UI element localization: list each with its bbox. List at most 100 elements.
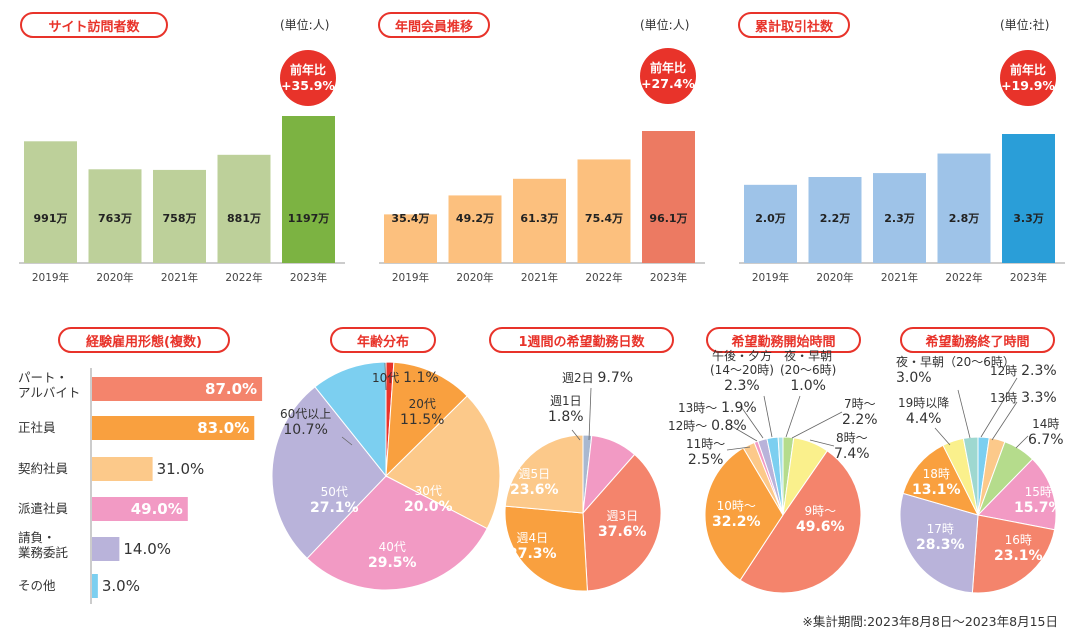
leader-line — [934, 427, 951, 446]
pie-label: 週1日 1.8% — [548, 394, 584, 425]
leader-line — [1015, 435, 1029, 449]
category-label: 13時～ — [678, 401, 718, 415]
category-label: 12時 — [990, 364, 1018, 378]
bar — [92, 377, 263, 401]
bar — [92, 416, 255, 440]
x-tick-label: 2021年 — [161, 271, 198, 284]
percent-label: 4.4% — [905, 410, 942, 427]
pie-label: 週3日 37.6% — [598, 509, 647, 540]
pie-slice — [385, 395, 501, 530]
percent-label: 2.3% — [724, 377, 760, 394]
pie-slice — [704, 447, 784, 581]
leader-line — [763, 395, 773, 438]
pie-label: 11時～ 2.5% — [686, 437, 725, 468]
x-tick-label: 2021年 — [521, 271, 558, 284]
pie-slice — [962, 436, 979, 516]
percent-label: 37.6% — [598, 523, 647, 540]
pie-label: 週4日 27.3% — [508, 531, 557, 562]
bar-value-label: 35.4万 — [391, 212, 429, 225]
leader-line — [791, 411, 843, 439]
category-label: 午後・夕方 (14～20時) — [710, 349, 774, 377]
bar-value-label: 14.0% — [123, 540, 171, 558]
bar-value-label: 2.8万 — [949, 212, 980, 225]
chart-title: 1週間の希望勤務日数 — [489, 327, 674, 353]
pie-slice — [504, 505, 588, 592]
bar-value-label: 3.0% — [102, 577, 140, 595]
bar — [92, 537, 120, 561]
leader-line — [341, 436, 353, 446]
x-tick-label: 2023年 — [1010, 271, 1047, 284]
chart-title: 年齢分布 — [330, 327, 436, 353]
bar — [744, 184, 797, 263]
bar-value-label: 991万 — [34, 212, 68, 225]
bar — [384, 214, 437, 263]
leader-line — [785, 395, 801, 438]
unit-label: (単位:人) — [640, 18, 690, 32]
chart-title: 希望勤務終了時間 — [900, 327, 1055, 353]
bar-value-label: 2.2万 — [820, 212, 851, 225]
pie-slice — [971, 514, 1056, 594]
category-label: 60代以上 — [280, 407, 332, 421]
x-tick-label: 2020年 — [816, 271, 853, 284]
bar-value-label: 75.4万 — [585, 212, 623, 225]
pie-label: 15時 15.7% — [1014, 485, 1063, 516]
x-tick-label: 2022年 — [225, 271, 262, 284]
bar — [642, 131, 695, 263]
chart-title: 年間会員推移 — [378, 12, 490, 38]
bar-value-label: 83.0% — [197, 419, 249, 437]
percent-label: 0.8% — [711, 418, 747, 434]
category-label: 週4日 — [516, 531, 549, 545]
bar-value-label: 96.1万 — [649, 212, 687, 225]
percent-label: 32.2% — [712, 513, 761, 530]
unit-label: (単位:人) — [280, 18, 330, 32]
pie-label: 60代以上 10.7% — [280, 407, 332, 438]
leader-line — [726, 446, 751, 451]
category-label: パート・ アルバイト — [18, 370, 81, 400]
category-label: 12時～ — [668, 419, 708, 433]
bar-value-label: 31.0% — [157, 460, 205, 478]
pie-label: 30代 20.0% — [404, 484, 453, 515]
category-label: 19時以降 — [898, 396, 950, 410]
percent-label: 28.3% — [916, 536, 965, 553]
pie-slice — [777, 436, 784, 516]
percent-label: 29.5% — [368, 554, 417, 571]
category-label: 50代 — [320, 485, 348, 499]
badge-text: 前年比 — [1009, 62, 1046, 77]
leader-line — [957, 389, 971, 439]
bar-value-label: 49.0% — [131, 500, 183, 518]
pie-slice — [582, 453, 662, 592]
bar — [153, 169, 206, 263]
category-label: 8時～ — [835, 431, 868, 445]
pie-slice — [385, 361, 468, 478]
bar — [937, 153, 991, 263]
percent-label: 20.0% — [404, 498, 453, 515]
percent-label: 11.5% — [400, 411, 445, 428]
yoy-badge: 前年比 +27.4% — [640, 48, 696, 104]
category-label: 14時 — [1032, 417, 1060, 431]
category-label: 10代 — [372, 371, 400, 385]
badge-text: +19.9% — [1001, 77, 1055, 93]
pie-label: 50代 27.1% — [310, 485, 359, 516]
x-tick-label: 2020年 — [96, 271, 133, 284]
category-label: 40代 — [378, 540, 406, 554]
pie-label: 夜・早朝（20～6時） 3.0% — [896, 355, 1015, 386]
category-label: 20代 — [408, 397, 436, 411]
percent-label: 1.8% — [548, 408, 584, 425]
leader-line — [384, 362, 387, 391]
percent-label: 7.4% — [834, 445, 870, 462]
percent-label: 10.7% — [283, 421, 328, 438]
pie-label: 8時～ 7.4% — [834, 431, 870, 462]
pie-slice — [314, 361, 387, 478]
percent-label: 49.6% — [796, 518, 845, 535]
leader-line — [727, 423, 758, 442]
unit-label: (単位:社) — [1000, 18, 1050, 32]
pie-label: 13時～ 1.9% — [678, 400, 757, 416]
percent-label: 2.5% — [687, 451, 724, 468]
x-tick-label: 2022年 — [585, 271, 622, 284]
category-label: 18時 — [922, 467, 950, 481]
badge-text: 前年比 — [289, 62, 326, 77]
bar — [92, 574, 98, 598]
pie-label: 12時～ 0.8% — [668, 418, 747, 434]
pie-label: 17時 28.3% — [916, 522, 965, 553]
pie-label: 10時～ 32.2% — [712, 499, 761, 530]
